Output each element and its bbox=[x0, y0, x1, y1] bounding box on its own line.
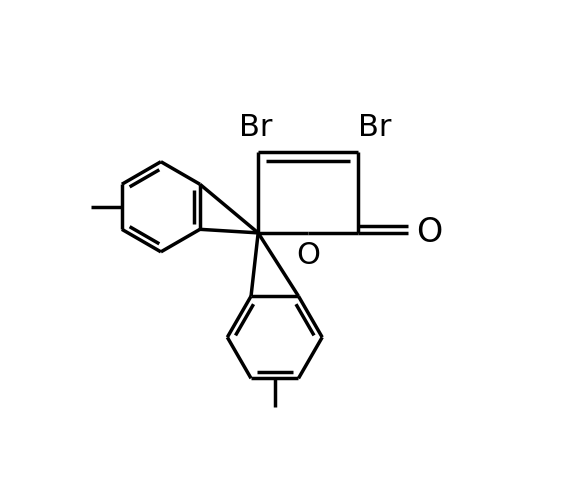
Text: Br: Br bbox=[358, 113, 391, 142]
Text: O: O bbox=[296, 241, 320, 270]
Text: Br: Br bbox=[239, 113, 273, 142]
Text: O: O bbox=[416, 216, 442, 250]
